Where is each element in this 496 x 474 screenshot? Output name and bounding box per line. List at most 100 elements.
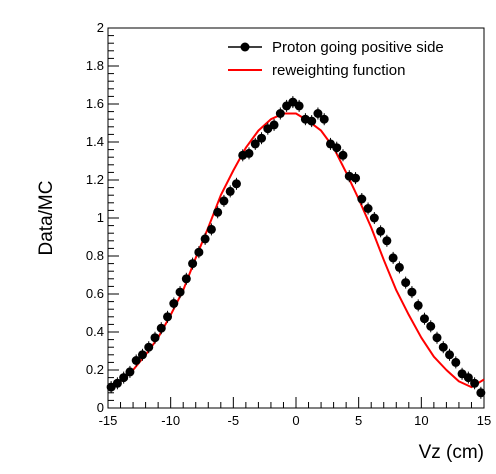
x-tick-label: -10 (161, 413, 180, 428)
data-point (206, 223, 216, 236)
reweighting-curve (107, 112, 485, 389)
data-point (451, 356, 461, 369)
point-marker (181, 274, 191, 284)
data-point (401, 276, 411, 289)
data-point (156, 322, 166, 335)
data-point (382, 234, 392, 247)
point-marker (338, 150, 348, 160)
point-marker (244, 148, 254, 158)
curve-layer (107, 112, 485, 389)
point-marker (382, 236, 392, 246)
legend-marker-point (240, 42, 250, 52)
y-tick-label: 0.4 (86, 324, 104, 339)
data-point (181, 272, 191, 285)
data-point (188, 257, 198, 270)
point-marker (188, 259, 198, 269)
data-point (426, 320, 436, 333)
point-marker (432, 333, 442, 343)
point-marker (394, 262, 404, 272)
data-point (376, 225, 386, 238)
data-point (137, 348, 147, 361)
legend: Proton going positive side reweighting f… (228, 39, 444, 79)
data-point (131, 354, 141, 367)
y-axis-title: Data/MC (36, 181, 57, 256)
data-point (231, 177, 241, 190)
data-point (194, 246, 204, 259)
data-point (150, 331, 160, 344)
data-point (119, 371, 129, 384)
point-marker (426, 321, 436, 331)
point-marker (363, 204, 373, 213)
point-marker (131, 356, 141, 365)
data-point (332, 141, 342, 154)
data-point (338, 149, 348, 162)
point-marker (250, 139, 260, 149)
point-marker (213, 207, 223, 217)
y-tick-label: 0.2 (86, 362, 104, 377)
point-marker (269, 120, 279, 130)
point-marker (476, 388, 486, 398)
point-marker (156, 323, 166, 333)
x-tick-label: -5 (228, 413, 240, 428)
point-marker (225, 186, 235, 196)
point-marker (119, 373, 129, 383)
y-tick-label: 1.2 (86, 172, 104, 187)
data-point (269, 118, 279, 131)
point-marker (470, 378, 480, 388)
legend-label-fit: reweighting function (272, 62, 405, 79)
data-point (112, 377, 122, 390)
data-point (275, 107, 285, 120)
point-marker (194, 247, 204, 257)
point-marker (125, 367, 135, 377)
plot-frame (107, 27, 485, 409)
y-tick-label: 0.6 (86, 286, 104, 301)
data-point (445, 348, 455, 361)
point-marker (137, 350, 147, 360)
point-marker (206, 224, 216, 234)
point-marker (419, 314, 429, 324)
data-point (219, 194, 229, 207)
data-point (213, 206, 223, 219)
y-tick-label: 0 (97, 400, 104, 415)
y-tick-label: 1.8 (86, 58, 104, 73)
data-point (313, 107, 323, 120)
point-marker (413, 300, 423, 310)
y-tick-label: 1.6 (86, 96, 104, 111)
point-marker (445, 350, 455, 360)
point-marker (144, 342, 154, 352)
data-point (244, 147, 254, 160)
x-tick-label: 15 (477, 413, 491, 428)
point-marker (463, 373, 473, 383)
point-marker (150, 333, 160, 343)
data-point (319, 113, 329, 126)
point-marker (219, 196, 229, 206)
point-marker (275, 109, 285, 118)
point-marker (112, 378, 122, 388)
data-point (169, 297, 179, 310)
data-point (470, 377, 480, 390)
data-point (369, 212, 379, 224)
data-point (476, 386, 486, 399)
x-axis-title: Vz (cm) (419, 442, 484, 463)
points-layer (106, 96, 486, 399)
data-point (257, 132, 267, 145)
point-marker (332, 143, 342, 153)
point-marker (351, 173, 361, 183)
data-point (388, 251, 398, 264)
data-point (175, 286, 185, 299)
point-marker (313, 109, 323, 118)
data-point (163, 310, 173, 323)
point-marker (294, 101, 304, 111)
data-point (250, 137, 260, 150)
x-tick-label: 5 (355, 413, 362, 428)
legend-label-data: Proton going positive side (272, 39, 444, 56)
data-point (225, 185, 235, 198)
point-marker (307, 116, 317, 126)
point-marker (407, 287, 417, 297)
data-point (413, 299, 423, 312)
y-tick-label: 2 (97, 20, 104, 35)
data-point (307, 115, 317, 128)
data-point (357, 193, 367, 205)
point-marker (231, 179, 241, 189)
